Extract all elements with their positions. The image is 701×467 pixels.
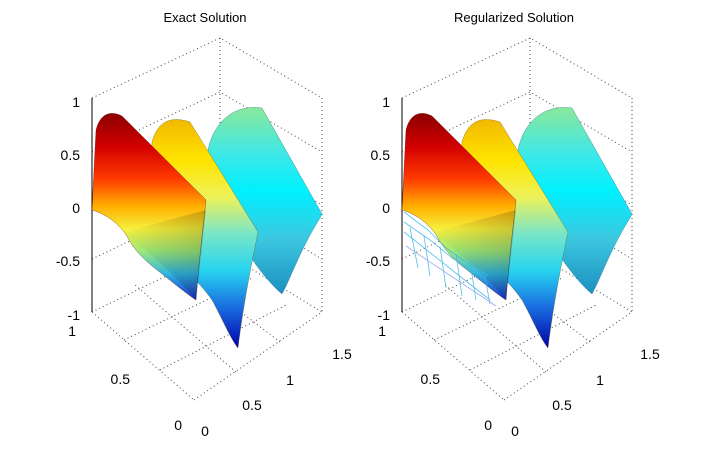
x-tick: 0 — [201, 423, 209, 439]
z-axis-ticks: 1 0.5 0 -0.5 -1 — [56, 94, 80, 323]
y-axis-ticks: 1 0.5 0 — [378, 323, 492, 433]
x-tick: 0.5 — [242, 397, 262, 413]
x-axis-ticks: 0 0.5 1 1.5 — [201, 346, 352, 439]
y-tick: 0.5 — [421, 371, 441, 387]
y-tick: 1 — [378, 323, 386, 339]
regularized-solution-panel: Regularized Solution — [366, 10, 660, 439]
surface-mesh-artifacts — [403, 211, 497, 307]
x-tick: 0.5 — [552, 397, 572, 413]
x-tick: 1 — [596, 372, 604, 388]
y-axis-ticks: 1 0.5 0 — [68, 323, 182, 433]
z-tick: -1 — [68, 307, 81, 323]
x-tick: 1 — [286, 372, 294, 388]
x-tick: 0 — [511, 423, 519, 439]
y-tick: 0 — [484, 417, 492, 433]
x-tick: 1.5 — [640, 346, 660, 362]
z-tick: 1 — [382, 94, 390, 110]
z-tick: -0.5 — [56, 253, 80, 269]
x-axis-ticks: 0 0.5 1 1.5 — [511, 346, 660, 439]
surface — [91, 107, 323, 349]
chart-title: Exact Solution — [163, 10, 246, 25]
x-tick: 1.5 — [332, 346, 352, 362]
z-tick: 1 — [72, 94, 80, 110]
chart-title: Regularized Solution — [454, 10, 574, 25]
z-axis-ticks: 1 0.5 0 -0.5 -1 — [366, 94, 390, 323]
surface — [401, 107, 633, 349]
y-tick: 0.5 — [111, 371, 131, 387]
z-tick: -1 — [378, 307, 391, 323]
z-tick: 0 — [382, 200, 390, 216]
z-tick: 0.5 — [371, 147, 391, 163]
z-tick: 0.5 — [61, 147, 81, 163]
z-tick: -0.5 — [366, 253, 390, 269]
y-tick: 0 — [174, 417, 182, 433]
z-tick: 0 — [72, 200, 80, 216]
exact-solution-panel: Exact Solution — [56, 10, 352, 439]
y-tick: 1 — [68, 323, 76, 339]
